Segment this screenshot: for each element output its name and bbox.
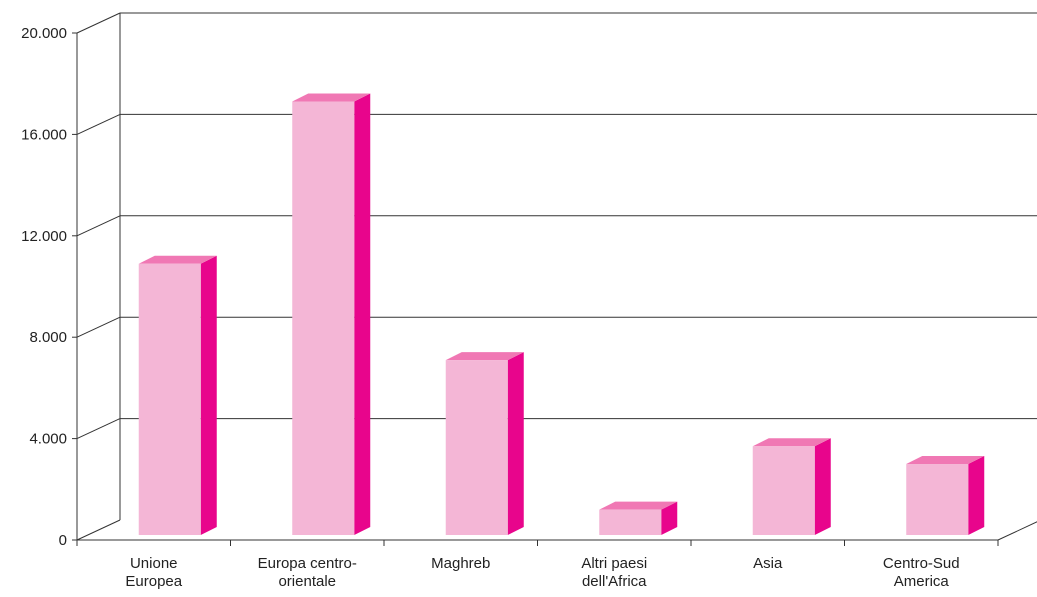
bar-side (507, 352, 524, 535)
bar-top (138, 255, 217, 264)
gridline-diagonal (76, 418, 121, 440)
bar-top (292, 93, 371, 102)
category-label-line: Asia (753, 555, 783, 572)
bar-top (599, 501, 678, 510)
bar-front (752, 446, 815, 535)
y-tick-label: 4.000 (29, 431, 67, 448)
bar-front (138, 263, 201, 535)
bar-top (445, 352, 524, 361)
category-label: Unione Europea (125, 555, 182, 590)
axis-layer (72, 13, 1037, 546)
bar-front (599, 509, 662, 535)
category-label-line: Maghreb (431, 555, 490, 572)
bar-front (445, 360, 508, 535)
bar-side (814, 438, 831, 535)
gridline-diagonal (76, 12, 121, 34)
y-tick-label: 12.000 (21, 228, 67, 245)
category-label-line: Europea (125, 573, 182, 590)
grid-layer (76, 12, 1037, 541)
y-tick-label: 16.000 (21, 126, 67, 143)
gridline-diagonal (76, 316, 121, 338)
category-labels: Unione Europea Europa centro-orientale Magh… (125, 555, 959, 590)
gridline-diagonal (76, 113, 121, 135)
bar-side (200, 255, 217, 535)
bar-front (292, 101, 355, 535)
bar (906, 456, 985, 535)
category-label-line: America (894, 573, 950, 590)
bar-top (752, 438, 831, 447)
floor-right-edge (997, 521, 1037, 541)
category-label-line: orientale (278, 573, 336, 590)
bar-top (906, 456, 985, 465)
category-label: Asia (753, 555, 783, 572)
category-label-line: Altri paesi (581, 555, 647, 572)
category-label: Europa centro-orientale (258, 555, 357, 590)
bar (445, 352, 524, 535)
gridline-diagonal (76, 215, 121, 237)
gridline-diagonal (76, 519, 121, 541)
category-label-line: Europa centro- (258, 555, 357, 572)
bar (292, 93, 371, 535)
y-tick-label: 0 (59, 532, 67, 549)
category-label-line: Unione (130, 555, 178, 572)
category-label: Maghreb (431, 555, 490, 572)
bar-front (906, 464, 969, 535)
category-label: Centro-Sud America (883, 555, 960, 590)
y-tick-labels: 0 4.000 8.000 12.000 16.000 20.000 (21, 25, 67, 549)
bars (138, 93, 985, 535)
bar (599, 501, 678, 535)
bar (752, 438, 831, 535)
category-label-line: Centro-Sud (883, 555, 960, 572)
bar-side (661, 501, 678, 535)
bar (138, 255, 217, 535)
bar-side (354, 93, 371, 535)
y-tick-label: 20.000 (21, 25, 67, 42)
category-label: Altri paesi dell'Africa (581, 555, 647, 590)
bar-side (968, 456, 985, 535)
y-tick-label: 8.000 (29, 329, 67, 346)
category-label-line: dell'Africa (582, 573, 647, 590)
